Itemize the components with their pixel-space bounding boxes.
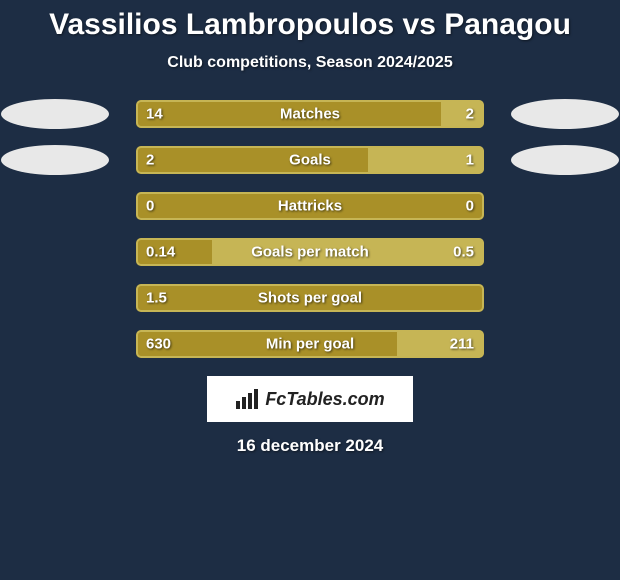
- left-value: 14: [146, 106, 163, 123]
- chart-icon: [235, 389, 261, 409]
- metric-label: Matches: [280, 106, 340, 123]
- right-value: 2: [466, 106, 474, 123]
- branding-badge: FcTables.com: [207, 376, 413, 422]
- comparison-infographic: Vassilios Lambropoulos vs Panagou Club c…: [0, 0, 620, 456]
- left-value: 0.14: [146, 244, 175, 261]
- metric-label: Shots per goal: [258, 290, 362, 307]
- stat-row: 0 0 Hattricks: [0, 192, 620, 220]
- right-value: 0.5: [453, 244, 474, 261]
- right-value: 211: [450, 336, 474, 353]
- stat-row: 0.14 0.5 Goals per match: [0, 238, 620, 266]
- bar-left-fill: [136, 146, 368, 174]
- stat-row: 630 211 Min per goal: [0, 330, 620, 358]
- title: Vassilios Lambropoulos vs Panagou: [0, 8, 620, 42]
- stat-bar: 14 2 Matches: [136, 100, 484, 128]
- metric-label: Hattricks: [278, 198, 342, 215]
- stat-bar: 1.5 Shots per goal: [136, 284, 484, 312]
- stat-bar: 0.14 0.5 Goals per match: [136, 238, 484, 266]
- left-value: 1.5: [146, 290, 167, 307]
- right-value: 1: [466, 152, 474, 169]
- stat-bar: 0 0 Hattricks: [136, 192, 484, 220]
- metric-label: Goals: [289, 152, 331, 169]
- right-ellipse: [511, 145, 619, 175]
- right-ellipse: [511, 99, 619, 129]
- metric-label: Min per goal: [266, 336, 354, 353]
- stat-rows: 14 2 Matches 2 1 Goals 0 0 Hattricks 0.14 0.5 Goals…: [0, 100, 620, 358]
- subtitle: Club competitions, Season 2024/2025: [0, 54, 620, 72]
- metric-label: Goals per match: [251, 244, 369, 261]
- stat-bar: 630 211 Min per goal: [136, 330, 484, 358]
- left-value: 2: [146, 152, 154, 169]
- left-ellipse: [1, 99, 109, 129]
- stat-row: 14 2 Matches: [0, 100, 620, 128]
- branding-text: FcTables.com: [235, 389, 384, 410]
- left-value: 0: [146, 198, 154, 215]
- stat-row: 1.5 Shots per goal: [0, 284, 620, 312]
- left-value: 630: [146, 336, 171, 353]
- bar-right-fill: [441, 100, 485, 128]
- branding-label: FcTables.com: [265, 389, 384, 410]
- stat-bar: 2 1 Goals: [136, 146, 484, 174]
- stat-row: 2 1 Goals: [0, 146, 620, 174]
- left-ellipse: [1, 145, 109, 175]
- date: 16 december 2024: [0, 436, 620, 456]
- right-value: 0: [466, 198, 474, 215]
